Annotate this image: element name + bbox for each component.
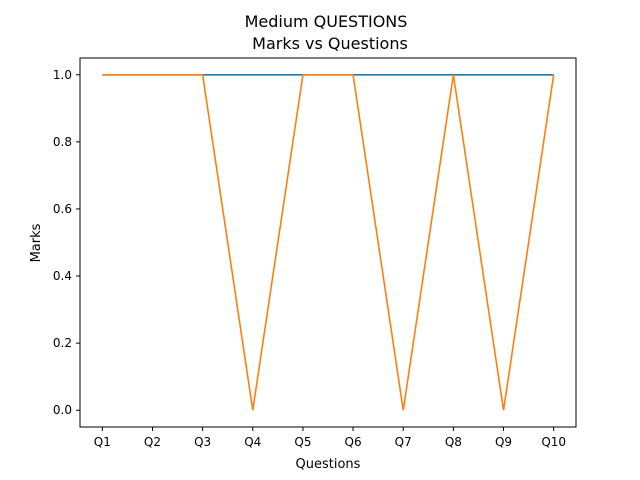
x-axis-ticks: Q1 Q2 Q3 Q4 Q5 Q6 Q7 Q8 Q9 Q10 bbox=[94, 427, 566, 449]
y-tick-label: 0.4 bbox=[53, 269, 72, 283]
x-tick-label: Q10 bbox=[541, 435, 566, 449]
x-tick-label: Q2 bbox=[144, 435, 161, 449]
x-tick-label: Q7 bbox=[395, 435, 412, 449]
x-tick-label: Q1 bbox=[94, 435, 111, 449]
series-line-2 bbox=[102, 73, 555, 411]
y-tick-label: 0.8 bbox=[53, 135, 72, 149]
x-tick-label: Q9 bbox=[495, 435, 512, 449]
x-tick-label: Q5 bbox=[294, 435, 311, 449]
series-layer bbox=[102, 73, 555, 411]
y-tick-label: 1.0 bbox=[53, 68, 72, 82]
y-axis-ticks: 0.0 0.2 0.4 0.6 0.8 1.0 bbox=[53, 68, 80, 417]
x-axis-label: Questions bbox=[296, 457, 361, 472]
y-axis-label: Marks bbox=[29, 223, 44, 262]
y-tick-label: 0.2 bbox=[53, 336, 72, 350]
point-layer bbox=[102, 74, 554, 411]
chart-title: Medium QUESTIONS bbox=[245, 12, 408, 31]
x-tick-label: Q3 bbox=[194, 435, 211, 449]
x-tick-label: Q8 bbox=[445, 435, 462, 449]
x-tick-label: Q6 bbox=[345, 435, 362, 449]
chart-subtitle: Marks vs Questions bbox=[252, 34, 408, 53]
plot-area-frame bbox=[79, 57, 577, 428]
x-tick-label: Q4 bbox=[244, 435, 261, 449]
y-tick-label: 0.0 bbox=[53, 403, 72, 417]
y-tick-label: 0.6 bbox=[53, 202, 72, 216]
